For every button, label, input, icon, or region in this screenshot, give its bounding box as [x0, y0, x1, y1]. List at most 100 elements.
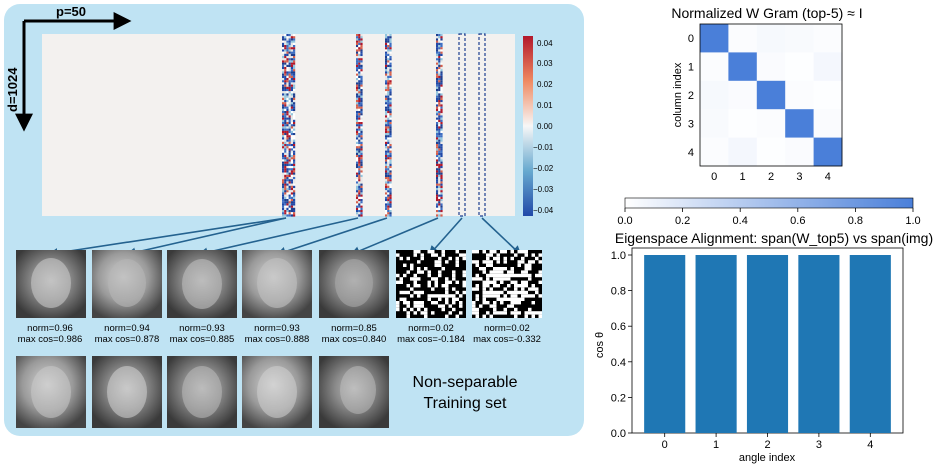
noise-pixel: [524, 284, 528, 288]
noise-pixel: [489, 314, 493, 318]
matrix-stripe-pixel: [358, 108, 361, 111]
matrix-stripe-pixel: [436, 58, 439, 61]
noise-pixel: [413, 311, 417, 315]
noise-pixel: [514, 294, 518, 298]
noise-pixel: [399, 290, 403, 295]
matrix-stripe-pixel: [358, 133, 361, 136]
bar-ylabel: cos θ: [594, 332, 606, 358]
noise-pixel: [424, 307, 428, 312]
matrix-stripe-pixel: [358, 207, 361, 210]
matrix-stripe-pixel: [356, 67, 359, 70]
matrix-stripe-pixel: [438, 49, 441, 52]
matrix-stripe-pixel: [438, 115, 441, 118]
matrix-stripe-pixel: [284, 62, 287, 65]
matrix-stripe-pixel: [360, 181, 363, 184]
matrix-stripe-pixel: [440, 38, 443, 41]
matrix-stripe-pixel: [436, 36, 439, 39]
matrix-stripe-pixel: [284, 163, 287, 166]
matrix-stripe-pixel: [293, 51, 296, 54]
connector-arrow: [126, 217, 287, 257]
matrix-stripe-pixel: [286, 51, 289, 54]
matrix-stripe-pixel: [436, 84, 439, 87]
matrix-stripe-pixel: [385, 78, 388, 81]
matrix-stripe-pixel: [387, 185, 390, 188]
matrix-stripe-pixel: [286, 64, 289, 67]
heatmap-cell: [813, 109, 843, 138]
matrix-stripe-pixel: [436, 166, 439, 169]
matrix-stripe-pixel: [293, 135, 296, 138]
matrix-stripe-pixel: [290, 192, 293, 195]
matrix-stripe-pixel: [440, 199, 443, 202]
matrix-stripe-pixel: [286, 53, 289, 56]
noise-pixel: [448, 304, 452, 308]
matrix-stripe-pixel: [438, 62, 441, 65]
matrix-stripe-pixel: [293, 97, 296, 100]
noise-pixel: [482, 284, 486, 288]
weight-matrix: [42, 34, 515, 216]
matrix-stripe-pixel: [389, 157, 392, 160]
matrix-stripe-pixel: [387, 80, 390, 83]
matrix-stripe-pixel: [358, 56, 361, 59]
matrix-stripe-pixel: [360, 205, 363, 208]
matrix-stripe-pixel: [387, 155, 390, 158]
noise-pixel: [445, 294, 449, 298]
matrix-stripe-pixel: [358, 203, 361, 206]
matrix-stripe-pixel: [356, 91, 359, 94]
noise-pixel: [445, 314, 449, 318]
matrix-stripe-pixel: [356, 199, 359, 202]
matrix-stripe-pixel: [438, 82, 441, 85]
matrix-stripe-pixel: [389, 168, 392, 171]
matrix-stripe-pixel: [282, 115, 285, 118]
matrix-stripe-pixel: [436, 126, 439, 129]
noise-pixel: [455, 280, 459, 284]
matrix-stripe-pixel: [288, 69, 291, 72]
noise-pixel: [528, 263, 532, 267]
noise-pixel: [507, 297, 511, 301]
matrix-stripe-pixel: [360, 119, 363, 122]
matrix-stripe-pixel: [385, 207, 388, 210]
matrix-stripe-pixel: [387, 161, 390, 164]
noise-pixel: [500, 273, 504, 278]
matrix-stripe-pixel: [358, 75, 361, 78]
noise-pixel: [472, 277, 476, 281]
matrix-stripe-pixel: [356, 89, 359, 92]
matrix-stripe-pixel: [389, 51, 392, 54]
matrix-stripe-pixel: [438, 100, 441, 103]
matrix-stripe-pixel: [385, 161, 388, 164]
colorbar-tick-label: 0.0: [617, 215, 632, 227]
noise-pixel: [452, 273, 456, 278]
matrix-stripe-pixel: [288, 144, 291, 147]
noise-pixel: [528, 311, 532, 315]
matrix-stripe-pixel: [440, 34, 443, 37]
noise-pixel: [475, 307, 479, 312]
matrix-stripe-pixel: [438, 179, 441, 182]
matrix-stripe-pixel: [360, 95, 363, 98]
noise-pixel: [424, 314, 428, 318]
matrix-stripe-pixel: [284, 199, 287, 202]
noise-pixel: [479, 277, 483, 281]
matrix-stripe-pixel: [385, 212, 388, 215]
noise-pixel: [413, 277, 417, 281]
noise-pixel: [410, 267, 414, 271]
matrix-stripe-pixel: [282, 210, 285, 213]
matrix-stripe-pixel: [440, 144, 443, 147]
noise-pixel: [493, 273, 497, 278]
noise-pixels: [472, 250, 542, 318]
matrix-stripe-pixel: [282, 166, 285, 169]
heatmap-cell: [813, 52, 843, 82]
noise-pixel: [521, 260, 525, 264]
matrix-stripe-pixel: [436, 188, 439, 191]
matrix-stripe-pixel: [438, 181, 441, 184]
matrix-stripe-pixel: [293, 144, 296, 147]
matrix-stripe-pixel: [358, 117, 361, 120]
matrix-stripe-pixel: [293, 177, 296, 180]
noise-pixel: [496, 260, 500, 264]
matrix-stripe-pixel: [387, 174, 390, 177]
noise-pixel: [507, 290, 511, 295]
matrix-stripe-pixel: [288, 106, 291, 109]
matrix-stripe-pixel: [286, 124, 289, 127]
bar-x-tick: 0: [662, 439, 668, 451]
noise-pixel: [413, 250, 417, 254]
matrix-stripe-pixel: [356, 34, 359, 37]
matrix-stripe-pixel: [440, 155, 443, 158]
